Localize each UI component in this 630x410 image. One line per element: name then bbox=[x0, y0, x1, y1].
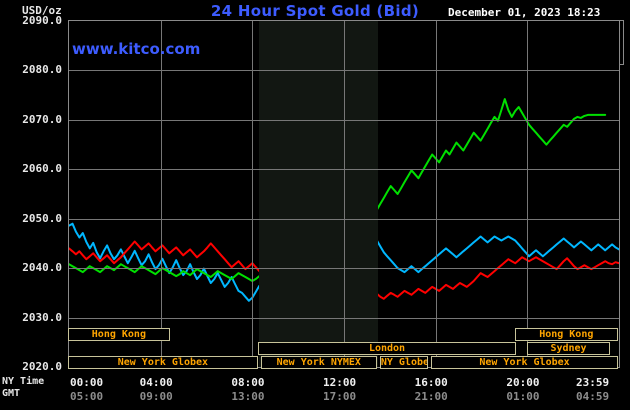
x-axis-tick-ny: 00:00 bbox=[70, 376, 104, 389]
x-axis-tick-gmt: 04:59 bbox=[576, 390, 610, 403]
x-axis-tick-ny: 12:00 bbox=[323, 376, 357, 389]
page-title: 24 Hour Spot Gold (Bid) bbox=[210, 2, 420, 20]
time-zone-labels: NY Time GMT bbox=[2, 376, 44, 400]
session-bar: Hong Kong bbox=[68, 328, 170, 341]
session-bar: New York Globex bbox=[68, 356, 258, 369]
session-bar: Hong Kong bbox=[514, 328, 618, 341]
gmt-label: GMT bbox=[2, 388, 21, 399]
session-bar: New York Globex bbox=[431, 356, 618, 369]
y-axis-tick-label: 2050.0 bbox=[22, 211, 62, 225]
nymex-session-shade bbox=[258, 21, 379, 367]
x-axis-tick-ny: 16:00 bbox=[414, 376, 448, 389]
y-axis-tick-label: 2030.0 bbox=[22, 310, 62, 324]
gridline-vertical bbox=[436, 21, 437, 367]
y-axis-tick-label: 2090.0 bbox=[22, 14, 62, 27]
ny-time-label: NY Time bbox=[2, 376, 45, 387]
gridline-vertical bbox=[527, 21, 528, 367]
gridline-vertical bbox=[344, 21, 345, 367]
y-axis-tick-label: 2060.0 bbox=[22, 162, 62, 176]
gridline-vertical bbox=[252, 21, 253, 367]
x-axis-tick-gmt: 21:00 bbox=[414, 390, 448, 403]
x-axis-tick-gmt: 01:00 bbox=[506, 390, 540, 403]
y-axis-tick-label: 2080.0 bbox=[22, 63, 62, 77]
x-axis-tick-ny: 23:59 bbox=[576, 376, 610, 389]
session-bar: London bbox=[257, 342, 517, 355]
y-axis-units-label: USD/oz bbox=[22, 4, 62, 17]
x-axis-tick-ny: 08:00 bbox=[231, 376, 265, 389]
y-axis-tick-label: 2070.0 bbox=[22, 112, 62, 126]
gridline-vertical bbox=[161, 21, 162, 367]
market-session-bars: Hong Kong London New York Globex New York N… bbox=[68, 328, 620, 370]
y-axis-tick-label: 2040.0 bbox=[22, 261, 62, 275]
chart-plot-area bbox=[68, 20, 620, 368]
session-bar: Sydney bbox=[527, 342, 610, 355]
x-axis-tick-ny: 04:00 bbox=[139, 376, 173, 389]
x-axis-tick-gmt: 17:00 bbox=[323, 390, 357, 403]
x-axis-tick-ny: 20:00 bbox=[506, 376, 540, 389]
session-bar: NY Globex bbox=[379, 356, 429, 369]
timestamp-label: December 01, 2023 18:23 bbox=[448, 6, 601, 19]
y-axis-tick-label: 2020.0 bbox=[22, 360, 62, 373]
x-axis-tick-gmt: 13:00 bbox=[231, 390, 265, 403]
x-axis-tick-gmt: 05:00 bbox=[70, 390, 104, 403]
x-axis-tick-gmt: 09:00 bbox=[139, 390, 173, 403]
session-bar: New York NYMEX bbox=[260, 356, 378, 369]
kitco-watermark: www.kitco.com bbox=[72, 40, 201, 58]
